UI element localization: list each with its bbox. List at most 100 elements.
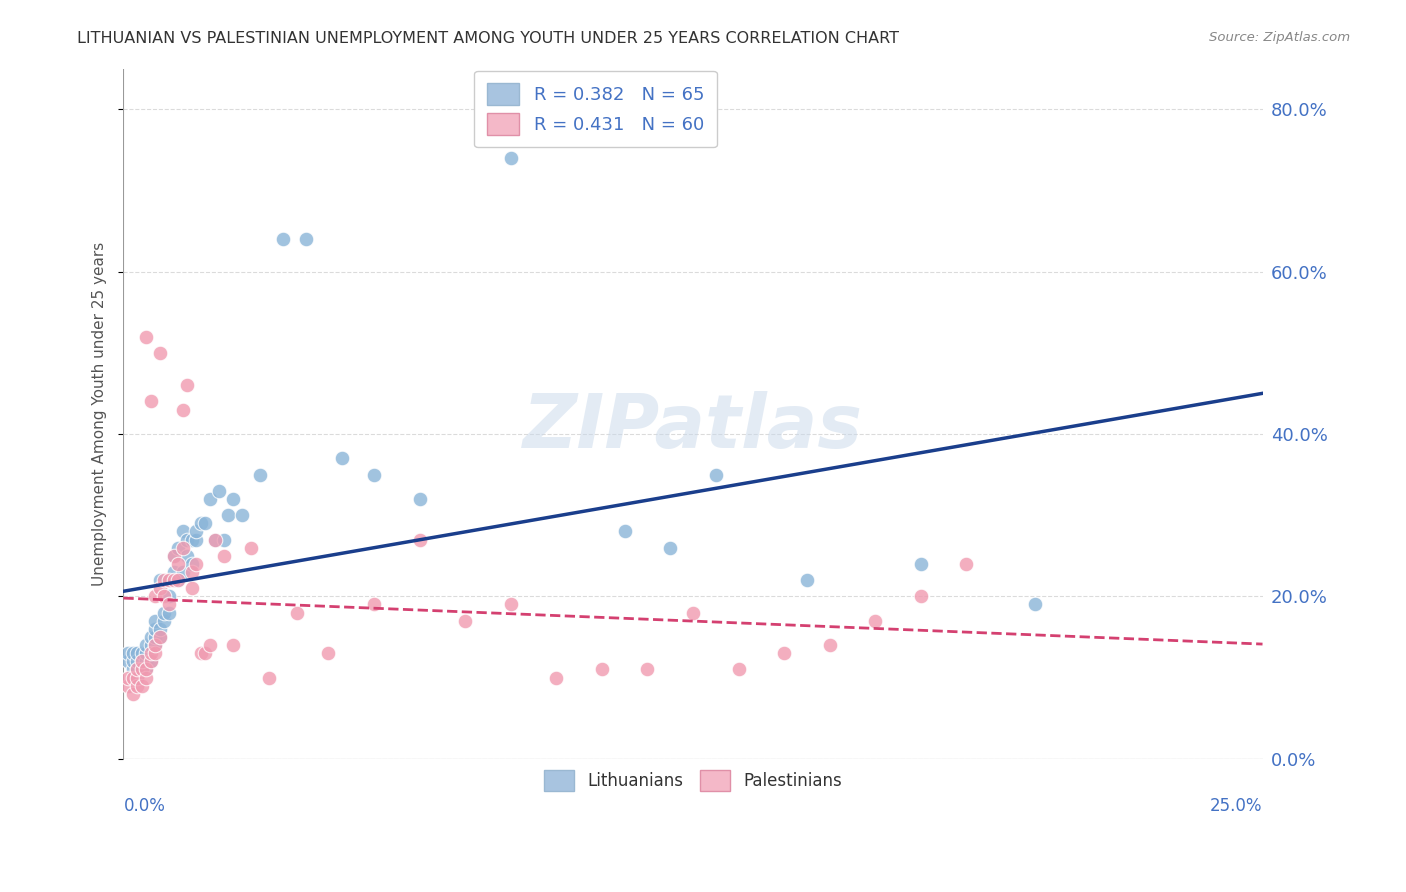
Point xyxy=(176,533,198,547)
Point xyxy=(117,654,139,668)
Point xyxy=(231,508,253,523)
Point xyxy=(499,151,522,165)
Point xyxy=(127,679,149,693)
Point xyxy=(131,654,153,668)
Point xyxy=(198,638,221,652)
Point xyxy=(127,646,149,660)
Text: ZIPatlas: ZIPatlas xyxy=(523,391,863,464)
Point xyxy=(157,573,180,587)
Point xyxy=(149,581,172,595)
Point xyxy=(363,467,385,482)
Point xyxy=(194,646,217,660)
Point xyxy=(727,663,749,677)
Point xyxy=(240,541,263,555)
Point xyxy=(910,557,932,571)
Point xyxy=(153,573,176,587)
Point xyxy=(157,606,180,620)
Point xyxy=(217,508,239,523)
Text: 0.0%: 0.0% xyxy=(124,797,166,814)
Point xyxy=(153,590,176,604)
Point xyxy=(117,646,139,660)
Point xyxy=(139,654,162,668)
Point xyxy=(157,590,180,604)
Point xyxy=(863,614,886,628)
Point xyxy=(176,378,198,392)
Point xyxy=(167,541,190,555)
Point xyxy=(186,557,208,571)
Point xyxy=(194,516,217,531)
Point xyxy=(330,451,353,466)
Point xyxy=(212,549,235,563)
Point xyxy=(149,630,172,644)
Text: 25.0%: 25.0% xyxy=(1211,797,1263,814)
Point xyxy=(153,614,176,628)
Point xyxy=(135,654,157,668)
Point xyxy=(127,663,149,677)
Point xyxy=(149,630,172,644)
Point xyxy=(135,671,157,685)
Point xyxy=(222,638,245,652)
Point xyxy=(121,663,143,677)
Point xyxy=(167,573,190,587)
Point xyxy=(149,622,172,636)
Point xyxy=(204,533,226,547)
Point xyxy=(135,646,157,660)
Point xyxy=(162,565,184,579)
Point xyxy=(143,614,166,628)
Point xyxy=(172,402,194,417)
Point xyxy=(257,671,280,685)
Y-axis label: Unemployment Among Youth under 25 years: Unemployment Among Youth under 25 years xyxy=(93,242,107,586)
Point xyxy=(172,565,194,579)
Point xyxy=(135,329,157,343)
Point xyxy=(318,646,340,660)
Point xyxy=(408,491,430,506)
Point xyxy=(172,541,194,555)
Point xyxy=(204,533,226,547)
Text: LITHUANIAN VS PALESTINIAN UNEMPLOYMENT AMONG YOUTH UNDER 25 YEARS CORRELATION CH: LITHUANIAN VS PALESTINIAN UNEMPLOYMENT A… xyxy=(77,31,900,46)
Point xyxy=(131,663,153,677)
Point xyxy=(454,614,477,628)
Point xyxy=(499,598,522,612)
Legend: Lithuanians, Palestinians: Lithuanians, Palestinians xyxy=(533,758,853,802)
Point xyxy=(773,646,796,660)
Point xyxy=(139,638,162,652)
Point xyxy=(294,232,316,246)
Point xyxy=(818,638,841,652)
Point xyxy=(149,345,172,359)
Point xyxy=(135,663,157,677)
Point xyxy=(285,606,308,620)
Point xyxy=(198,491,221,506)
Point xyxy=(127,671,149,685)
Point xyxy=(613,524,636,539)
Point xyxy=(190,646,212,660)
Point xyxy=(271,232,294,246)
Point xyxy=(127,671,149,685)
Point xyxy=(180,533,202,547)
Point xyxy=(157,598,180,612)
Point xyxy=(162,573,184,587)
Point xyxy=(167,573,190,587)
Point xyxy=(143,646,166,660)
Point xyxy=(186,524,208,539)
Point xyxy=(176,549,198,563)
Point xyxy=(704,467,727,482)
Point xyxy=(222,491,245,506)
Point xyxy=(139,394,162,409)
Point xyxy=(131,654,153,668)
Point xyxy=(121,671,143,685)
Point xyxy=(180,557,202,571)
Point xyxy=(659,541,682,555)
Point xyxy=(135,638,157,652)
Point xyxy=(139,646,162,660)
Point xyxy=(121,687,143,701)
Point xyxy=(117,671,139,685)
Point xyxy=(682,606,704,620)
Point xyxy=(135,663,157,677)
Point xyxy=(546,671,568,685)
Point xyxy=(143,630,166,644)
Point xyxy=(139,654,162,668)
Point xyxy=(127,663,149,677)
Point xyxy=(162,549,184,563)
Point xyxy=(180,565,202,579)
Point xyxy=(139,630,162,644)
